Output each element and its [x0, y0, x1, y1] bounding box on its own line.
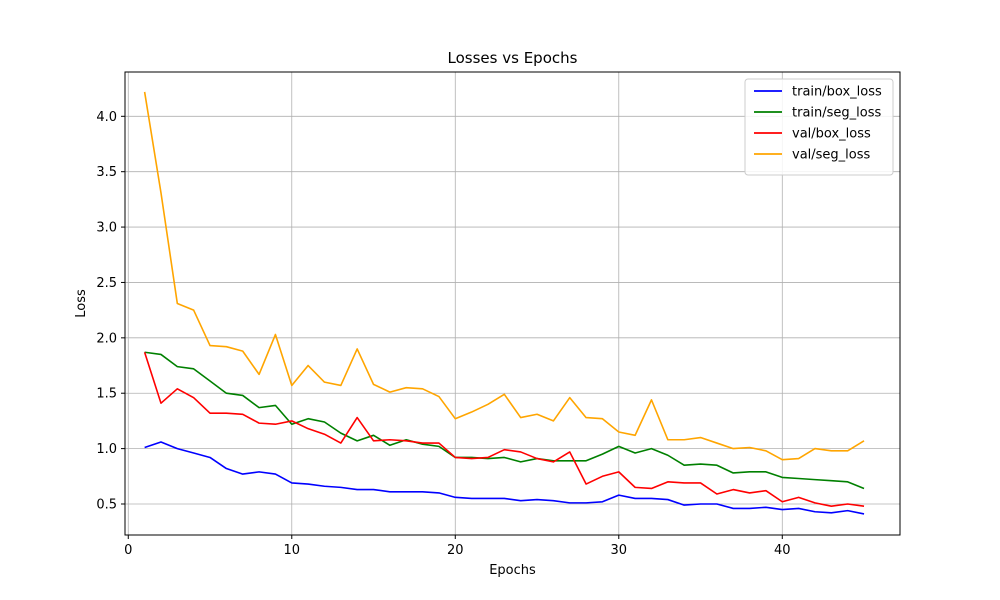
legend-label: val/box_loss — [792, 127, 871, 142]
y-tick-label: 2.5 — [96, 276, 117, 291]
x-tick-label: 10 — [283, 543, 300, 558]
x-tick-label: 20 — [447, 543, 464, 558]
grid — [125, 72, 900, 535]
series-line-val-seg-loss — [143, 91, 865, 461]
series-line-val-box-loss — [143, 351, 865, 508]
y-tick-label: 4.0 — [96, 110, 117, 125]
y-tick-label: 3.0 — [96, 221, 117, 236]
chart-title: Losses vs Epochs — [448, 49, 578, 67]
legend: train/box_loss train/seg_loss val/box_loss… — [744, 78, 894, 176]
legend-label: val/seg_loss — [792, 148, 871, 163]
legend-label: train/seg_loss — [792, 106, 882, 121]
y-axis-label: Loss — [74, 289, 89, 318]
x-tick-label: 40 — [774, 543, 791, 558]
y-tick-label: 1.0 — [96, 442, 117, 457]
y-tick-label: 2.0 — [96, 331, 117, 346]
y-tick-label: 0.5 — [96, 497, 117, 512]
series-layer — [143, 91, 865, 515]
legend-box — [744, 78, 894, 176]
ticks: 0 10 20 30 40 0.5 1.0 1.5 2.0 2.5 3.0 3.5 4.0 — [96, 110, 790, 558]
legend-label: train/box_loss — [792, 85, 882, 100]
y-tick-label: 1.5 — [96, 387, 117, 402]
series-line-train-seg-loss — [144, 351, 865, 490]
plot-frame — [124, 71, 901, 536]
y-tick-label: 3.5 — [96, 165, 117, 180]
x-axis-label: Epochs — [489, 563, 536, 578]
series-line-train-box-loss — [144, 441, 865, 515]
x-tick-label: 0 — [124, 543, 132, 558]
x-tick-label: 30 — [611, 543, 628, 558]
